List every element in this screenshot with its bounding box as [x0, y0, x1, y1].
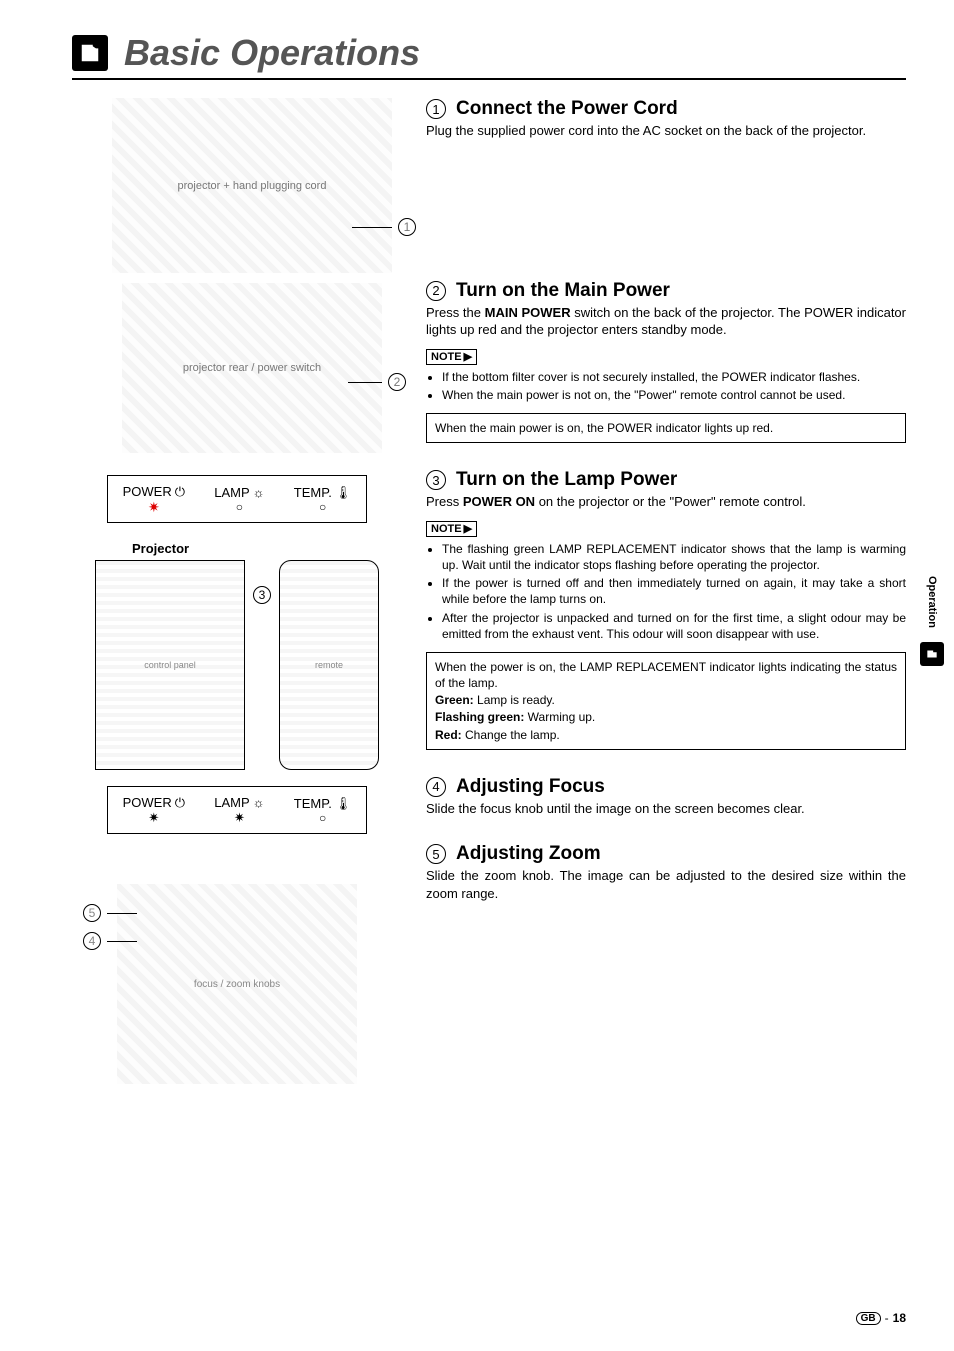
side-tab: Operation — [910, 570, 954, 690]
page-title: Basic Operations — [124, 32, 420, 74]
content-columns: projector + hand plugging cord 1 project… — [72, 98, 906, 1084]
step-num-3: 3 — [426, 470, 446, 490]
region-badge: GB — [856, 1312, 881, 1325]
note-item: If the bottom filter cover is not secure… — [442, 369, 906, 385]
left-column: projector + hand plugging cord 1 project… — [72, 98, 402, 1084]
step-num-1: 1 — [426, 99, 446, 119]
step-5: 5 Adjusting Zoom Slide the zoom knob. Th… — [426, 843, 906, 902]
indicator-temp-label: TEMP. — [294, 486, 332, 499]
step-num-4: 4 — [426, 777, 446, 797]
step-title-4: Adjusting Focus — [456, 776, 605, 798]
note-item: The flashing green LAMP REPLACEMENT indi… — [442, 541, 906, 573]
step-body-1: Plug the supplied power cord into the AC… — [426, 122, 906, 140]
illustration-placeholder-text: projector + hand plugging cord — [178, 180, 327, 192]
callout-num-4: 4 — [83, 932, 101, 950]
callout-num-3: 3 — [253, 586, 271, 604]
page-footer: GB -18 — [856, 1311, 906, 1325]
step-title-5: Adjusting Zoom — [456, 843, 601, 865]
step-3: 3 Turn on the Lamp Power Press POWER ON … — [426, 469, 906, 750]
illustration-step-2: projector rear / power switch 2 — [122, 283, 382, 453]
side-tab-label: Operation — [926, 576, 938, 628]
step-body-3: Press POWER ON on the projector or the "… — [426, 493, 906, 511]
step-4: 4 Adjusting Focus Slide the focus knob u… — [426, 776, 906, 818]
page-number-dash: - — [885, 1311, 889, 1325]
note-item: If the power is turned off and then imme… — [442, 575, 906, 607]
step-body-5: Slide the zoom knob. The image can be ad… — [426, 867, 906, 902]
illustration-placeholder-text: focus / zoom knobs — [194, 979, 280, 990]
info-box-2: When the main power is on, the POWER ind… — [426, 413, 906, 443]
step-body-4: Slide the focus knob until the image on … — [426, 800, 906, 818]
title-rule — [72, 78, 906, 80]
page-number: 18 — [893, 1311, 906, 1325]
page-title-row: Basic Operations — [72, 32, 906, 74]
control-panel-diagram: control panel — [95, 560, 245, 770]
projector-label: Projector — [132, 541, 189, 556]
info-lead: When the power is on, the LAMP REPLACEME… — [435, 659, 897, 691]
callout-num-5: 5 — [83, 904, 101, 922]
note-label: NOTE▶ — [426, 349, 477, 365]
note-list-3: The flashing green LAMP REPLACEMENT indi… — [426, 541, 906, 642]
indicator-panel-1: POWER ⏻✷ LAMP ☼○ TEMP. 🌡○ — [107, 475, 367, 523]
right-column: 1 Connect the Power Cord Plug the suppli… — [426, 98, 906, 1084]
remote-diagram: remote — [279, 560, 379, 770]
indicator-power-label: POWER — [123, 485, 172, 498]
info-box-3: When the power is on, the LAMP REPLACEME… — [426, 652, 906, 750]
step-body-2: Press the MAIN POWER switch on the back … — [426, 304, 906, 339]
panel-row: control panel 3 remote — [95, 560, 379, 770]
illustration-placeholder-text: projector rear / power switch — [183, 362, 321, 374]
illustration-step-4-5: focus / zoom knobs 5 4 — [117, 884, 357, 1084]
note-item: After the projector is unpacked and turn… — [442, 610, 906, 642]
callout-num-2: 2 — [388, 373, 406, 391]
note-label: NOTE▶ — [426, 521, 477, 537]
step-title-1: Connect the Power Cord — [456, 98, 678, 120]
section-icon — [72, 35, 108, 71]
indicator-panel-2: POWER ⏻✷ LAMP ☼✷ TEMP. 🌡○ — [107, 786, 367, 834]
step-2: 2 Turn on the Main Power Press the MAIN … — [426, 280, 906, 444]
note-list-2: If the bottom filter cover is not secure… — [426, 369, 906, 403]
indicator-lamp-label: LAMP — [214, 486, 249, 499]
step-num-2: 2 — [426, 281, 446, 301]
step-title-2: Turn on the Main Power — [456, 280, 670, 302]
note-item: When the main power is not on, the "Powe… — [442, 387, 906, 403]
callout-num-1: 1 — [398, 218, 416, 236]
step-num-5: 5 — [426, 844, 446, 864]
step-title-3: Turn on the Lamp Power — [456, 469, 677, 491]
side-tab-icon — [920, 642, 944, 666]
illustration-step-1: projector + hand plugging cord 1 — [112, 98, 392, 273]
step-1: 1 Connect the Power Cord Plug the suppli… — [426, 98, 906, 140]
